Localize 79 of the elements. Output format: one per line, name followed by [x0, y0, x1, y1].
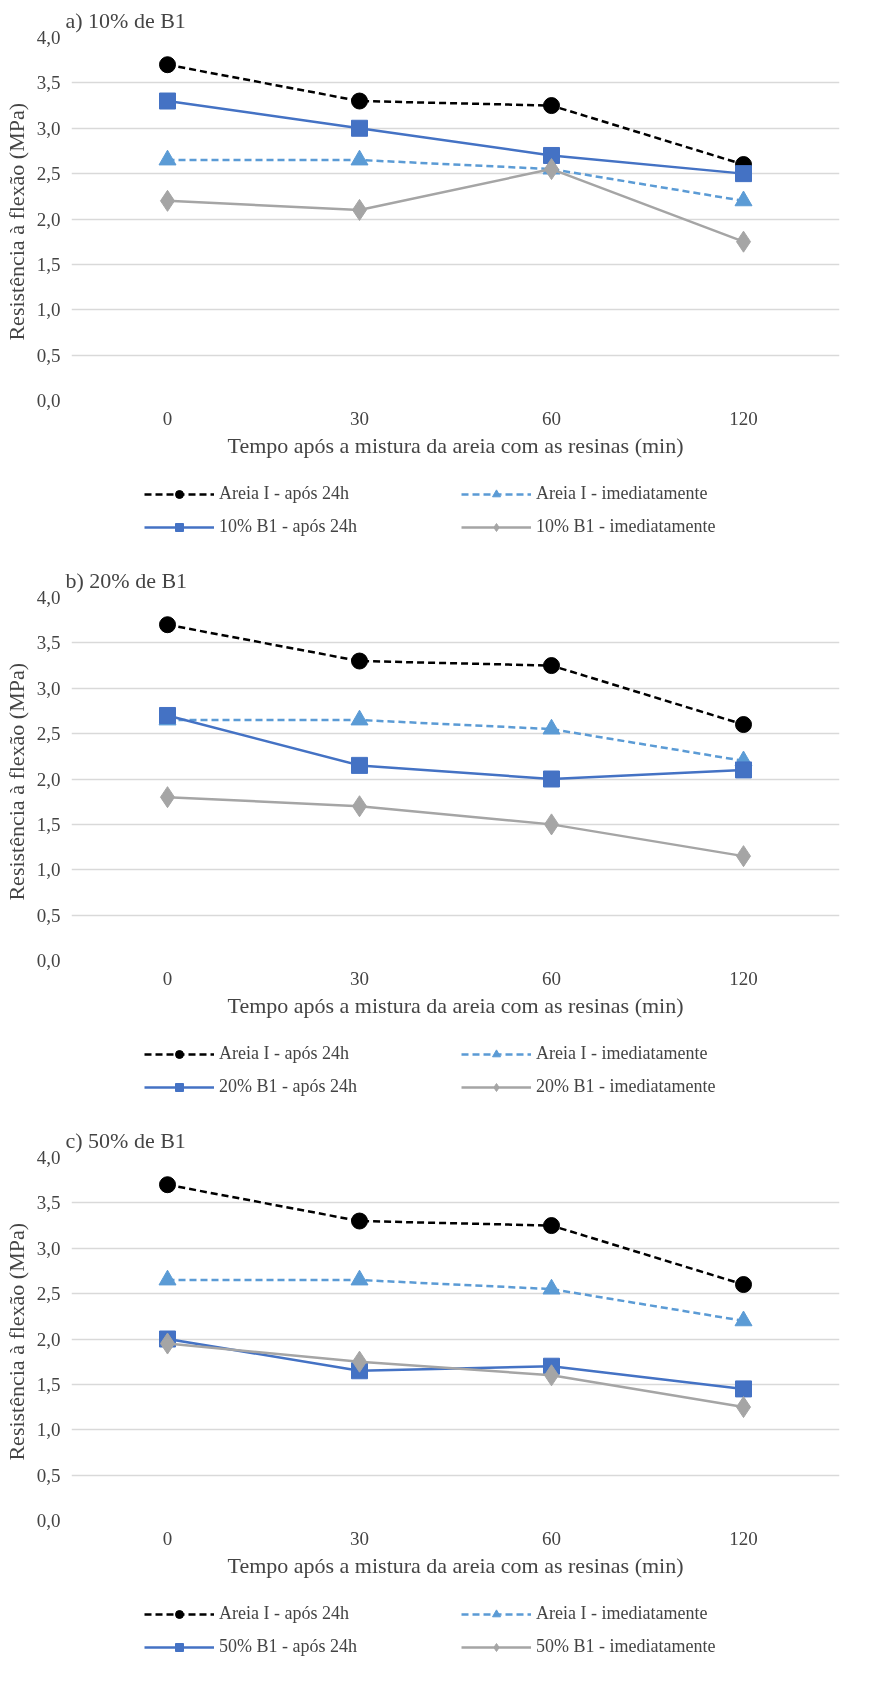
point — [735, 1276, 752, 1294]
point — [351, 119, 368, 137]
point — [351, 1212, 368, 1230]
chart-title: b) 20% de B1 — [65, 567, 188, 593]
x-tick-label: 60 — [542, 967, 561, 989]
y-axis-title: Resistência à flexão (MPa) — [3, 102, 29, 341]
point — [159, 616, 176, 634]
y-axis-title: Resistência à flexão (MPa) — [3, 662, 29, 901]
point — [735, 165, 752, 183]
y-tick-label: 0,0 — [36, 390, 61, 411]
y-tick-label: 3,0 — [36, 1237, 61, 1259]
point — [351, 756, 368, 774]
legend-label: Areia I - imediatamente — [536, 1603, 709, 1624]
x-tick-label: 30 — [350, 1527, 369, 1549]
point — [543, 657, 560, 675]
y-tick-label: 0,5 — [36, 344, 61, 366]
y-tick-label: 2,0 — [36, 208, 61, 230]
y-tick-label: 0,5 — [36, 1464, 61, 1486]
x-tick-label: 30 — [350, 967, 369, 989]
x-tick-label: 0 — [162, 1527, 173, 1549]
y-tick-label: 1,5 — [36, 1373, 61, 1395]
point — [543, 1217, 560, 1235]
y-tick-label: 1,0 — [36, 1419, 61, 1441]
x-axis-title: Tempo após a mistura da areia com as resinas (min) — [227, 992, 684, 1018]
chart-title: c) 50% de B1 — [65, 1127, 186, 1153]
y-tick-label: 3,0 — [36, 677, 61, 699]
y-tick-label: 2,5 — [36, 1283, 61, 1305]
point — [159, 56, 176, 74]
y-tick-label: 1,0 — [36, 859, 61, 881]
legend-label: Areia I - imediatamente — [536, 483, 709, 504]
point — [735, 716, 752, 734]
y-tick-label: 1,5 — [36, 813, 61, 835]
x-tick-label: 120 — [729, 967, 758, 989]
legend-label: Areia I - após 24h — [219, 1603, 350, 1624]
point — [543, 770, 560, 788]
y-tick-label: 0,5 — [36, 904, 61, 926]
point — [543, 97, 560, 115]
y-tick-label: 3,0 — [36, 117, 61, 139]
y-tick-label: 0,0 — [36, 950, 61, 971]
y-tick-label: 2,0 — [36, 1328, 61, 1350]
legend-label: 10% B1 - após 24h — [219, 516, 358, 537]
x-tick-label: 120 — [729, 1527, 758, 1549]
legend-label: Areia I - após 24h — [219, 483, 350, 504]
y-axis-title: Resistência à flexão (MPa) — [3, 1222, 29, 1461]
x-axis-title: Tempo após a mistura da areia com as resinas (min) — [227, 432, 684, 458]
point — [735, 761, 752, 779]
y-tick-label: 3,5 — [36, 632, 61, 654]
x-tick-label: 60 — [542, 407, 561, 429]
point — [351, 92, 368, 110]
x-tick-label: 0 — [162, 967, 173, 989]
y-tick-label: 1,5 — [36, 253, 61, 275]
legend-label: 10% B1 - imediatamente — [536, 516, 717, 537]
y-tick-label: 4,0 — [36, 1147, 61, 1168]
y-tick-label: 3,5 — [36, 1192, 61, 1214]
point — [159, 92, 176, 110]
point — [159, 1176, 176, 1194]
legend-label: 20% B1 - após 24h — [219, 1076, 358, 1097]
legend-label: 50% B1 - imediatamente — [536, 1636, 717, 1657]
y-tick-label: 3,5 — [36, 72, 61, 94]
x-axis-title: Tempo após a mistura da areia com as resinas (min) — [227, 1552, 684, 1578]
y-tick-label: 4,0 — [36, 587, 61, 608]
y-tick-label: 0,0 — [36, 1510, 61, 1531]
legend-label: Areia I - imediatamente — [536, 1043, 709, 1064]
y-tick-label: 1,0 — [36, 299, 61, 321]
x-tick-label: 30 — [350, 407, 369, 429]
y-tick-label: 2,5 — [36, 723, 61, 745]
chart-title: a) 10% de B1 — [65, 7, 186, 33]
y-tick-label: 4,0 — [36, 27, 61, 48]
y-tick-label: 2,0 — [36, 768, 61, 790]
point — [735, 1380, 752, 1398]
x-tick-label: 60 — [542, 1527, 561, 1549]
point — [543, 146, 560, 164]
legend-label: 50% B1 - após 24h — [219, 1636, 358, 1657]
legend-label: 20% B1 - imediatamente — [536, 1076, 717, 1097]
point — [351, 652, 368, 670]
x-tick-label: 0 — [162, 407, 173, 429]
x-tick-label: 120 — [729, 407, 758, 429]
legend-label: Areia I - após 24h — [219, 1043, 350, 1064]
y-tick-label: 2,5 — [36, 163, 61, 185]
